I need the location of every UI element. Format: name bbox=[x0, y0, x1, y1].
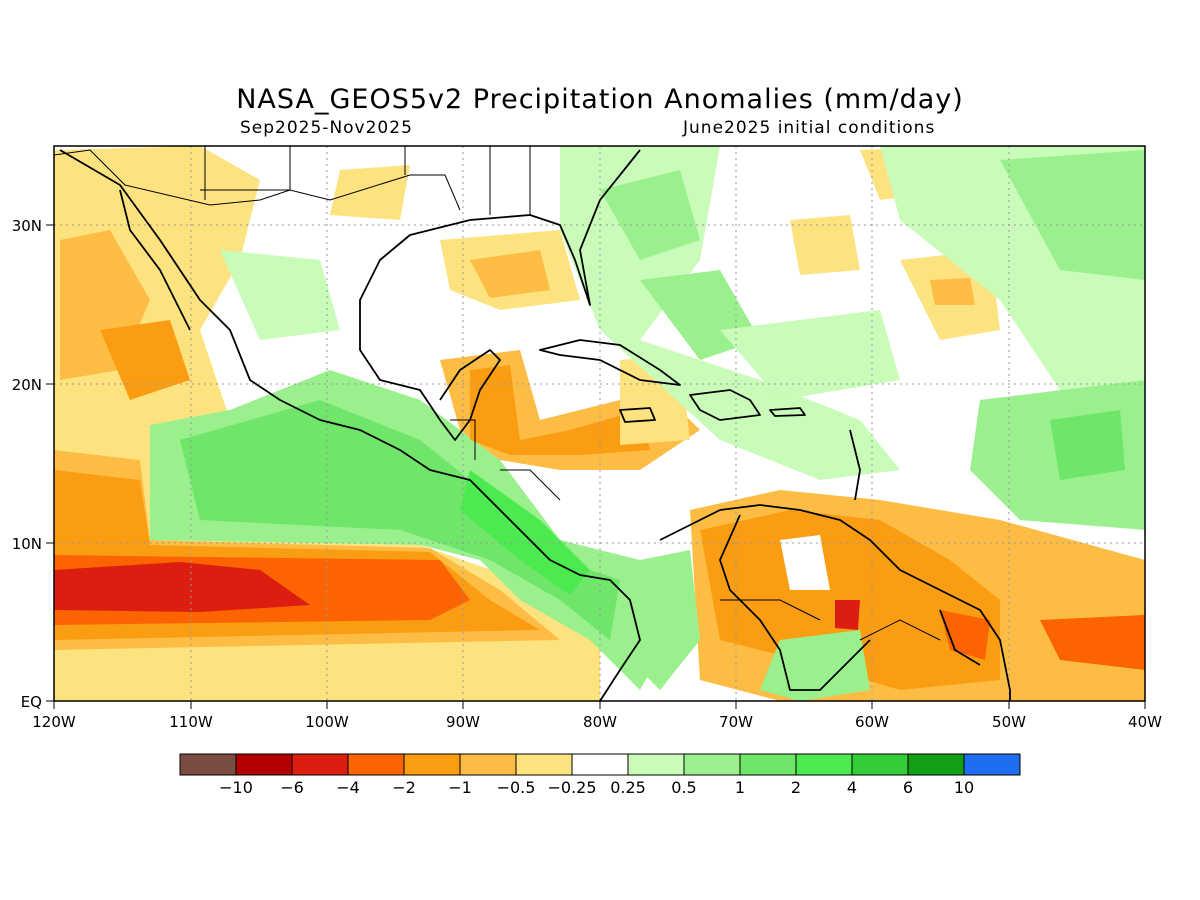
lon-label: 60W bbox=[855, 713, 889, 731]
lon-label: 50W bbox=[992, 713, 1026, 731]
colorbar-label: 1 bbox=[735, 778, 745, 797]
forecast-period: Sep2025-Nov2025 bbox=[240, 118, 413, 138]
lon-label: 40W bbox=[1128, 713, 1162, 731]
lon-label: 100W bbox=[305, 713, 349, 731]
colorbar-label: −2 bbox=[392, 778, 416, 797]
map-title: NASA_GEOS5v2 Precipitation Anomalies (mm… bbox=[236, 84, 964, 115]
colorbar-swatch bbox=[627, 753, 685, 776]
lon-label: 110W bbox=[169, 713, 213, 731]
lat-labels: EQ 10N 20N 30N bbox=[12, 217, 42, 711]
lon-label: 80W bbox=[583, 713, 617, 731]
colorbar-swatch bbox=[739, 753, 797, 776]
colorbar-label: 0.5 bbox=[671, 778, 696, 797]
colorbar-swatch bbox=[683, 753, 741, 776]
lon-label: 120W bbox=[32, 713, 76, 731]
lat-label: 30N bbox=[12, 217, 42, 235]
colorbar-swatch bbox=[851, 753, 909, 776]
colorbar-swatch bbox=[571, 753, 629, 776]
colorbar-label: −1 bbox=[448, 778, 472, 797]
initial-conditions: June2025 initial conditions bbox=[683, 118, 936, 138]
coastlines bbox=[59, 149, 1011, 701]
colorbar-label: 0.25 bbox=[610, 778, 646, 797]
colorbar-swatch bbox=[459, 753, 517, 776]
colorbar-label: 10 bbox=[954, 778, 974, 797]
lat-label: 20N bbox=[12, 376, 42, 394]
colorbar-swatch bbox=[515, 753, 573, 776]
colorbar-swatch bbox=[403, 753, 461, 776]
colorbar: −10 −6 −4 −2 −1 −0.5 −0.25 0.25 0.5 1 2 4 6 10 bbox=[179, 753, 1021, 797]
colorbar-swatch bbox=[907, 753, 965, 776]
borders bbox=[54, 146, 941, 641]
colorbar-swatch bbox=[795, 753, 853, 776]
colorbar-swatch bbox=[291, 753, 349, 776]
axis-ticks bbox=[46, 224, 1146, 709]
lat-label: EQ bbox=[21, 693, 42, 711]
colorbar-swatch bbox=[235, 753, 293, 776]
colorbar-label: −4 bbox=[336, 778, 360, 797]
colorbar-swatch bbox=[179, 753, 237, 776]
colorbar-label: −6 bbox=[280, 778, 304, 797]
colorbar-label: −0.25 bbox=[547, 778, 596, 797]
colorbar-swatch bbox=[963, 753, 1021, 776]
lon-labels: 120W 110W 100W 90W 80W 70W 60W 50W 40W bbox=[32, 713, 1162, 731]
colorbar-label: −10 bbox=[219, 778, 253, 797]
lon-label: 70W bbox=[719, 713, 753, 731]
lon-label: 90W bbox=[446, 713, 480, 731]
colorbar-swatch bbox=[347, 753, 405, 776]
colorbar-label: −0.5 bbox=[497, 778, 536, 797]
colorbar-label: 4 bbox=[847, 778, 857, 797]
colorbar-label: 2 bbox=[791, 778, 801, 797]
colorbar-label: 6 bbox=[903, 778, 913, 797]
grid-lines bbox=[54, 146, 1145, 701]
lat-label: 10N bbox=[12, 535, 42, 553]
